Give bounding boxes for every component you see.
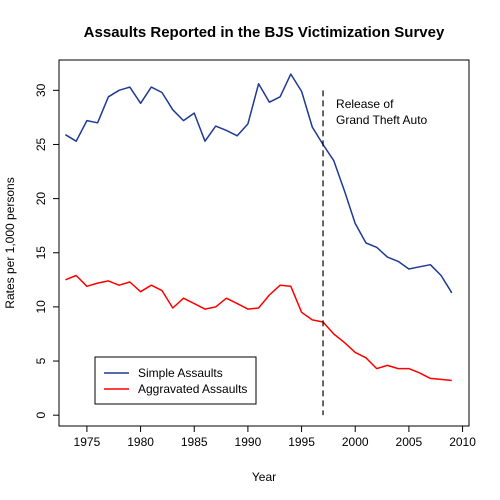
y-tick-label: 20 [34, 192, 48, 206]
y-tick-label: 25 [34, 137, 48, 151]
x-tick-label: 1990 [235, 435, 262, 449]
series-line-simple-assaults [65, 73, 453, 294]
plot-frame [58, 59, 470, 427]
legend-label-aggravated-assaults: Aggravated Assaults [138, 382, 247, 396]
x-tick-label: 1985 [181, 435, 208, 449]
y-axis: 0 5 10 15 20 25 30 [34, 83, 59, 419]
x-tick-label: 2005 [396, 435, 423, 449]
chart-title: Assaults Reported in the BJS Victimizati… [84, 24, 445, 41]
series-line-aggravated-assaults [65, 274, 452, 382]
y-tick-label: 30 [34, 83, 48, 97]
annotation-label-line-1: Release of [336, 97, 394, 111]
x-tick-label: 2010 [449, 435, 476, 449]
legend-label-simple-assaults: Simple Assaults [138, 366, 223, 380]
x-tick-label: 1995 [288, 435, 315, 449]
x-axis: 1975 1980 1985 1990 1995 2000 2005 2010 [74, 426, 476, 449]
legend-box [94, 356, 257, 405]
x-axis-label: Year [252, 470, 276, 484]
y-axis-label: Rates per 1,000 persons [3, 177, 17, 308]
legend: Simple Assaults Aggravated Assaults [94, 356, 257, 405]
x-tick-label: 2000 [342, 435, 369, 449]
y-tick-label: 10 [34, 300, 48, 314]
x-tick-label: 1975 [74, 435, 101, 449]
y-tick-label: 15 [34, 246, 48, 260]
y-tick-label: 5 [34, 357, 48, 364]
annotation-label-line-2: Grand Theft Auto [336, 113, 427, 127]
annotation: Release of Grand Theft Auto [322, 90, 428, 416]
x-tick-label: 1980 [127, 435, 154, 449]
y-tick-label: 0 [34, 412, 48, 419]
series-layer [65, 73, 453, 382]
